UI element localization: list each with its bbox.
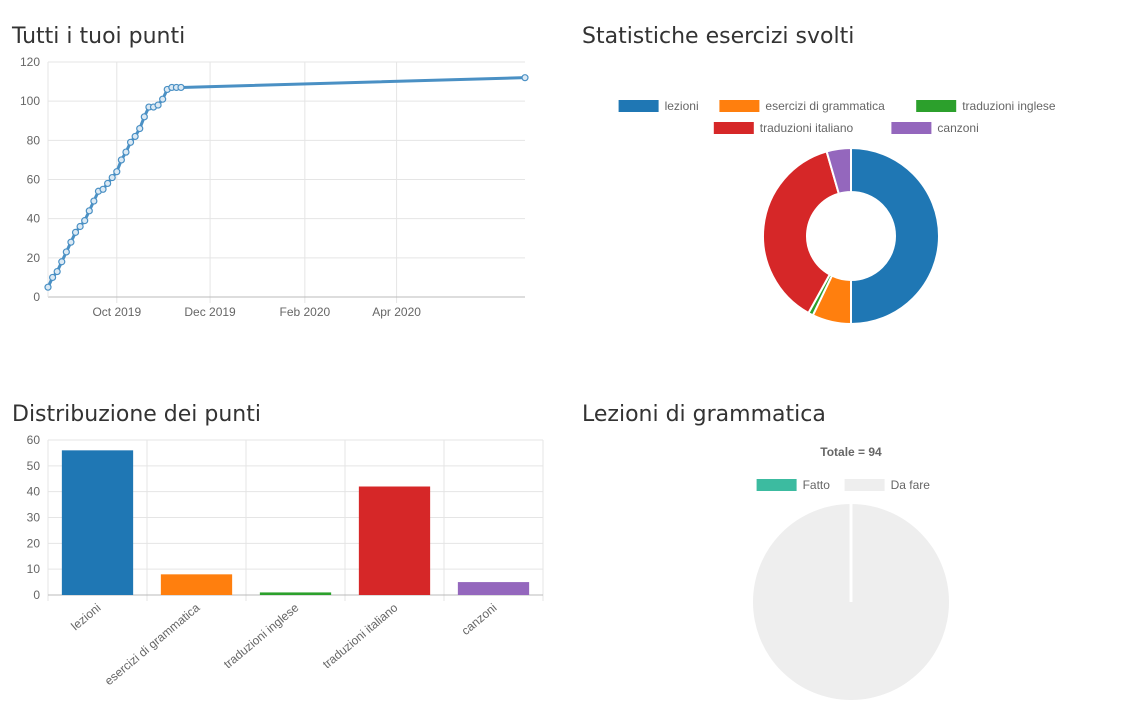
legend-swatch-traduzioni-inglese (916, 100, 957, 112)
y-tick-label: 0 (33, 588, 40, 602)
data-point (126, 138, 135, 146)
data-point (521, 74, 529, 82)
points-over-time-title: Tutti i tuoi punti (12, 24, 186, 49)
data-point (44, 283, 52, 291)
y-tick-label: 60 (27, 173, 41, 187)
data-point (48, 273, 57, 282)
legend-label-fatto: Fatto (803, 478, 831, 492)
doughnut-slice-traduzioni-italiano (762, 150, 841, 315)
x-tick-label: Apr 2020 (372, 305, 421, 319)
data-point (81, 217, 89, 225)
legend-label-canzoni: canzoni (937, 121, 978, 135)
y-tick-label: 0 (33, 290, 40, 304)
grammar-lessons-chart: Totale = 94 Fatto Da fare (753, 445, 949, 700)
data-point (76, 222, 84, 231)
pie-subtitle: Totale = 94 (820, 445, 882, 459)
data-point (113, 168, 121, 176)
legend-swatch-da-fare (844, 479, 885, 491)
bar-traduzioni-inglese (259, 592, 332, 595)
bar-esercizi-di-grammatica (160, 574, 233, 595)
y-tick-label: 20 (27, 251, 41, 265)
data-point (154, 101, 162, 109)
legend-label-da-fare: Da fare (891, 478, 931, 492)
points-over-time-chart: 0 20 40 60 80 100 120 Oct 2019 Dec 2019 Feb 2020 A… (20, 55, 529, 319)
x-tick-label: Oct 2019 (92, 305, 141, 319)
data-point (99, 185, 107, 193)
data-point (177, 83, 185, 92)
data-point (122, 148, 130, 156)
legend-swatch-lezioni (618, 100, 659, 112)
legend-swatch-fatto (756, 479, 797, 491)
data-point (53, 267, 61, 276)
exercise-stats-title: Statistiche esercizi svolti (582, 24, 855, 49)
y-tick-label: 120 (20, 55, 40, 69)
y-tick-label: 60 (27, 433, 41, 447)
x-tick-label: Feb 2020 (279, 305, 330, 319)
x-tick-label: canzoni (459, 601, 500, 638)
data-point (136, 124, 144, 133)
legend-swatch-esercizi-di-grammatica (719, 100, 760, 112)
y-tick-label: 40 (27, 485, 41, 499)
points-distribution-panel: Distribuzione dei punti (12, 402, 261, 427)
data-point (58, 258, 66, 266)
exercise-stats-chart: lezioni esercizi di grammatica traduzioni … (618, 99, 1056, 326)
data-point (85, 207, 93, 215)
legend-label-traduzioni-inglese: traduzioni inglese (962, 99, 1056, 113)
y-tick-label: 20 (27, 536, 41, 550)
data-point (131, 132, 139, 141)
y-tick-label: 80 (27, 133, 41, 147)
data-point (108, 173, 116, 182)
y-tick-label: 40 (27, 212, 41, 226)
x-tick-label: esercizi di grammatica (102, 600, 203, 688)
data-point (117, 156, 125, 164)
y-tick-label: 10 (27, 562, 41, 576)
data-point (104, 179, 112, 188)
points-over-time-panel: Tutti i tuoi punti (12, 24, 185, 49)
data-point (140, 113, 148, 121)
bar-canzoni (457, 582, 530, 595)
data-point (62, 248, 70, 256)
x-tick-label: Dec 2019 (184, 305, 236, 319)
doughnut-slice-lezioni (850, 146, 940, 326)
data-point (67, 238, 75, 246)
bar-traduzioni-italiano (358, 486, 431, 595)
data-point (159, 95, 167, 103)
data-point (90, 197, 98, 205)
data-point (71, 228, 80, 236)
x-tick-label: traduzioni italiano (320, 600, 401, 671)
grammar-lessons-title: Lezioni di grammatica (582, 402, 826, 427)
grammar-lessons-panel: Lezioni di grammatica (582, 402, 826, 427)
bar-lezioni (61, 450, 134, 595)
series-line (46, 76, 526, 288)
y-tick-label: 30 (27, 511, 41, 525)
legend-label-lezioni: lezioni (665, 99, 699, 113)
x-tick-label: lezioni (68, 601, 103, 634)
legend-swatch-traduzioni-italiano (713, 122, 754, 134)
legend-label-esercizi-di-grammatica: esercizi di grammatica (765, 99, 885, 113)
points-distribution-title: Distribuzione dei punti (12, 402, 261, 427)
legend-swatch-canzoni (891, 122, 932, 134)
y-tick-label: 100 (20, 94, 40, 108)
legend-label-traduzioni-italiano: traduzioni italiano (760, 121, 854, 135)
exercise-stats-panel: Statistiche esercizi svolti (582, 24, 854, 49)
x-tick-label: traduzioni inglese (221, 600, 302, 671)
y-tick-label: 50 (27, 459, 41, 473)
doughnut-slice-canzoni (825, 146, 852, 195)
